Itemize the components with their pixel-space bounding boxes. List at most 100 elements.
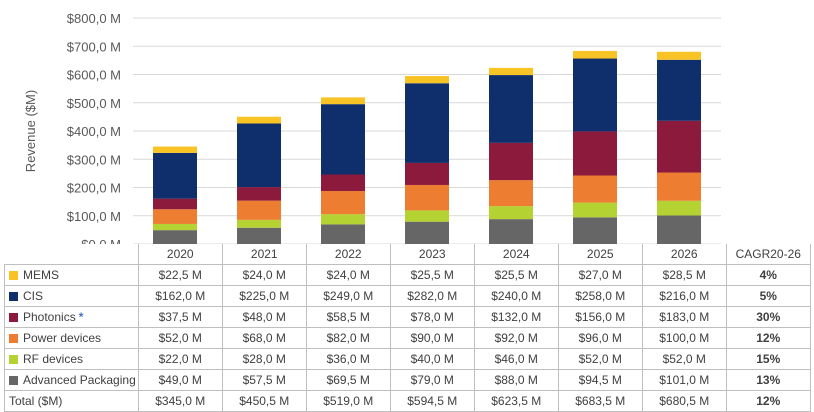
data-label: $48,0 M (221, 306, 307, 328)
data-label: $225,0 M (221, 285, 307, 307)
bar-segment (405, 184, 449, 211)
y-axis-label: Revenue ($M) (23, 90, 38, 172)
cagr-header: CAGR20-26 (725, 244, 811, 265)
data-label: $40,0 M (389, 348, 475, 370)
legend-label: Power devices (23, 331, 102, 345)
bar-segment (237, 123, 281, 188)
data-label: $28,0 M (221, 348, 307, 370)
legend-swatch (9, 355, 18, 365)
data-label: $24,0 M (221, 264, 307, 286)
bar-segment (657, 59, 701, 121)
data-label: $79,0 M (389, 369, 475, 391)
stacked-bar-chart: $0,0 M $100,0 M $200,0 M $300,0 M $400,0 M $5… (23, 11, 721, 244)
data-label: $57,5 M (221, 369, 307, 391)
bar-segment (657, 172, 701, 201)
data-label: $58,5 M (305, 306, 391, 328)
table-row: Photonics * $37,5 M $48,0 M $58,5 M $78,0 M $1… (4, 306, 811, 328)
data-table: 2020 2021 2022 2023 2024 2025 2026 CAGR20-26 MEM… (4, 244, 811, 412)
bar-segment (237, 187, 281, 201)
bar-segment (405, 221, 449, 244)
bar-segment (321, 224, 365, 244)
bar-segment (405, 162, 449, 185)
legend-swatch (9, 313, 18, 323)
total-value: $680,5 M (641, 390, 727, 412)
legend-label: MEMS (23, 268, 59, 282)
bar-segment (153, 223, 197, 231)
table-row: MEMS $22,5 M $24,0 M $24,0 M $25,5 M $25,5 M $… (4, 264, 811, 286)
bar-segment (405, 83, 449, 163)
footnote-marker: * (78, 310, 84, 324)
bar-segment (321, 191, 365, 215)
data-label: $258,0 M (557, 285, 643, 307)
bar-segment (405, 76, 449, 84)
total-value: $345,0 M (137, 390, 223, 412)
y-tick-label: $200,0 M (67, 181, 121, 196)
data-label: $162,0 M (137, 285, 223, 307)
bar-segment (153, 230, 197, 244)
x-tick-label: 2023 (389, 244, 475, 265)
data-label: $52,0 M (137, 327, 223, 349)
data-label: $36,0 M (305, 348, 391, 370)
data-label: $22,5 M (137, 264, 223, 286)
bar-segment (237, 227, 281, 244)
legend-entry: Advanced Packaging (4, 369, 139, 391)
legend-label: RF devices (23, 352, 84, 366)
data-label: $28,5 M (641, 264, 727, 286)
x-tick-label: 2024 (473, 244, 559, 265)
bar-segment (573, 50, 617, 59)
bar-segment (321, 214, 365, 225)
bar-segment (153, 152, 197, 199)
legend-entry: Photonics * (4, 306, 139, 328)
y-tick-label: $100,0 M (67, 209, 121, 224)
bar-segment (489, 180, 533, 207)
bar-segment (489, 142, 533, 181)
data-label: $240,0 M (473, 285, 559, 307)
legend-entry: RF devices (4, 348, 139, 370)
bar-segment (657, 200, 701, 216)
data-label: $249,0 M (305, 285, 391, 307)
bar-segment (489, 67, 533, 76)
bar-segment (657, 120, 701, 173)
data-label: $94,5 M (557, 369, 643, 391)
total-value: $594,5 M (389, 390, 475, 412)
legend-label: CIS (23, 289, 44, 303)
bar-segment (489, 206, 533, 220)
data-label: $132,0 M (473, 306, 559, 328)
legend-swatch (9, 334, 18, 344)
bar-segment (321, 104, 365, 175)
data-label: $90,0 M (389, 327, 475, 349)
x-tick-label: 2020 (137, 244, 223, 265)
bar-segment (405, 210, 449, 222)
total-value: $623,5 M (473, 390, 559, 412)
data-label: $37,5 M (137, 306, 223, 328)
cagr-value: 13% (725, 369, 811, 391)
table-header-row: 2020 2021 2022 2023 2024 2025 2026 CAGR20-26 (5, 244, 811, 265)
x-tick-label: 2025 (557, 244, 643, 265)
bar-segment (573, 217, 617, 244)
legend-label: Advanced Packaging (23, 373, 136, 387)
data-label: $27,0 M (557, 264, 643, 286)
bar-segment (153, 146, 197, 153)
y-tick-label: $300,0 M (67, 152, 121, 167)
data-label: $69,5 M (305, 369, 391, 391)
total-row: Total ($M) $345,0 M $450,5 M $519,0 M $594,5… (4, 390, 811, 412)
total-value: $683,5 M (557, 390, 643, 412)
bar-segment (657, 215, 701, 244)
legend-swatch (9, 292, 18, 302)
legend-swatch (9, 376, 18, 386)
data-label: $216,0 M (641, 285, 727, 307)
data-label: $101,0 M (641, 369, 727, 391)
y-tick-label: $0,0 M (81, 237, 121, 244)
table-row: CIS $162,0 M $225,0 M $249,0 M $282,0 M $240,… (4, 285, 811, 307)
bar-segment (237, 200, 281, 220)
data-label: $24,0 M (305, 264, 391, 286)
data-label: $78,0 M (389, 306, 475, 328)
data-label: $282,0 M (389, 285, 475, 307)
data-label: $183,0 M (641, 306, 727, 328)
data-label: $82,0 M (305, 327, 391, 349)
table-row: Power devices $52,0 M $68,0 M $82,0 M $90,0 … (4, 327, 811, 349)
bars (153, 50, 701, 244)
bar-segment (657, 51, 701, 60)
bar-segment (573, 58, 617, 132)
data-label: $156,0 M (557, 306, 643, 328)
